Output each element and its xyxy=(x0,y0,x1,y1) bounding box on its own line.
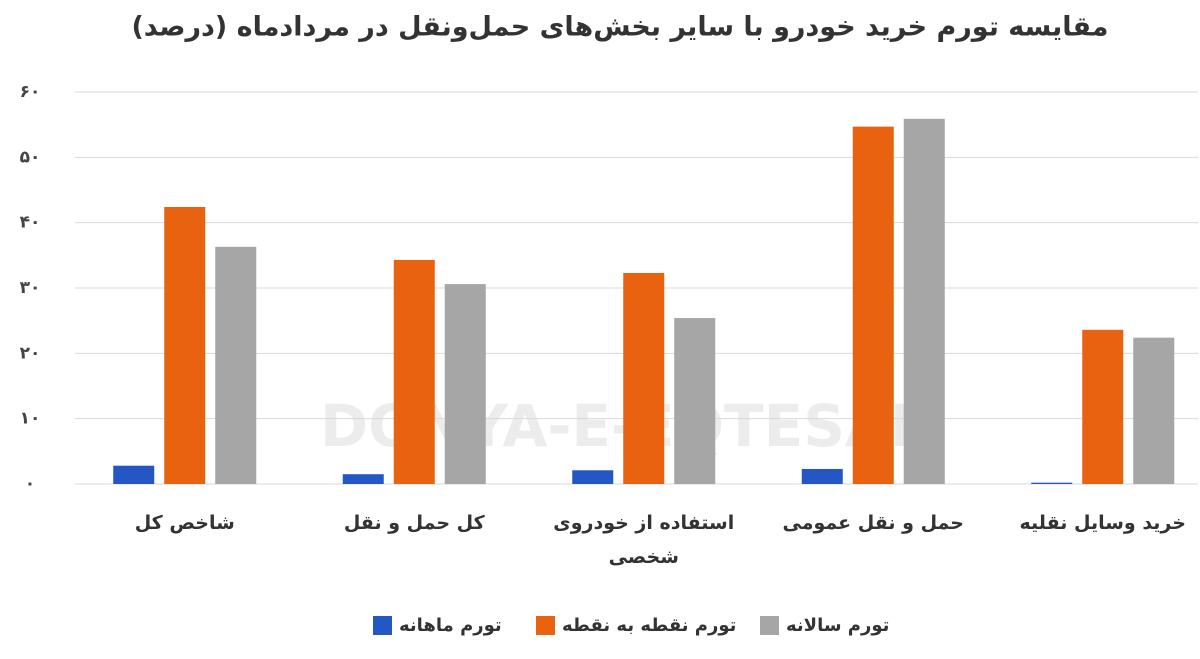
bar xyxy=(572,470,614,484)
bar xyxy=(852,126,894,485)
bar xyxy=(444,284,486,484)
legend-label: تورم سالانه xyxy=(786,614,890,636)
legend-label: تورم نقطه به نقطه xyxy=(562,614,737,636)
legend-item: تورم ماهانه xyxy=(373,612,502,638)
y-tick-label: ۵۰ xyxy=(20,147,41,167)
bar xyxy=(623,272,665,484)
y-tick-label: ۲۰ xyxy=(20,343,41,363)
legend-label: تورم ماهانه xyxy=(399,614,502,636)
bar xyxy=(164,206,206,484)
bar xyxy=(393,259,435,484)
bar xyxy=(1031,482,1073,484)
legend-item: تورم سالانه xyxy=(760,612,889,638)
bar xyxy=(674,318,716,484)
y-tick-label: ۳۰ xyxy=(20,278,41,298)
y-tick-label: ۰ xyxy=(25,474,35,494)
bar xyxy=(903,118,945,484)
x-tick-label: استفاده از خودروی شخصی xyxy=(553,512,735,568)
legend-swatch xyxy=(373,615,392,635)
x-tick-label: کل حمل و نقل xyxy=(343,512,485,534)
y-tick-label: ۱۰ xyxy=(20,409,41,429)
legend-swatch xyxy=(536,615,555,635)
bar xyxy=(801,468,843,484)
bar xyxy=(113,465,155,484)
y-tick-label: ۶۰ xyxy=(20,82,41,102)
bar xyxy=(342,474,384,484)
y-tick-label: ۴۰ xyxy=(20,213,41,233)
bar xyxy=(1133,337,1175,484)
x-tick-label: حمل و نقل عمومی xyxy=(782,512,964,534)
bar xyxy=(1082,329,1124,484)
x-tick-label: خرید وسایل نقلیه xyxy=(1019,512,1186,534)
bar xyxy=(215,246,257,484)
legend-swatch xyxy=(760,615,779,635)
x-tick-label: شاخص کل xyxy=(134,512,235,534)
legend-item: تورم نقطه به نقطه xyxy=(536,612,736,638)
chart-title: مقایسه تورم خرید خودرو با سایر بخش‌های ح… xyxy=(131,12,1108,43)
